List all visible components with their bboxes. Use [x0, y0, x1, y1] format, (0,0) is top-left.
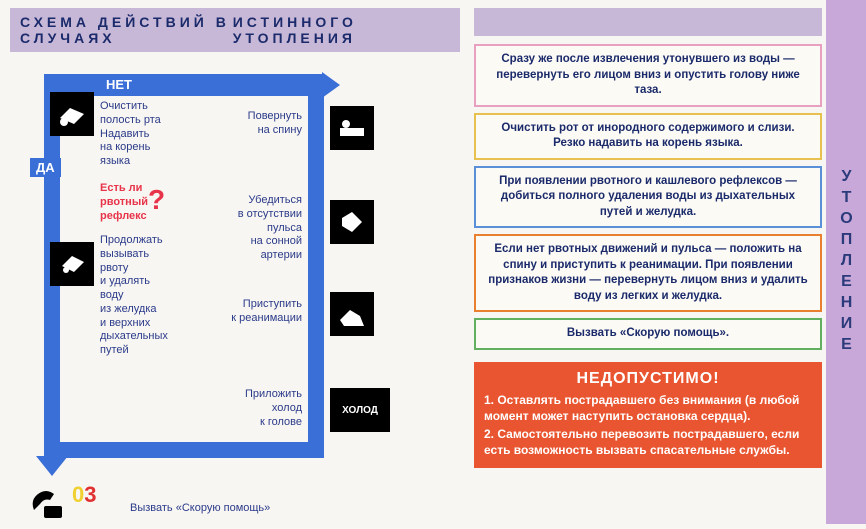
warning-box: НЕДОПУСТИМО! 1. Оставлять пострадавшего …: [474, 362, 822, 469]
holod-icon: ХОЛОД: [330, 388, 390, 432]
right-title-spacer: [474, 8, 822, 36]
arrow-right: [308, 74, 324, 454]
title-right: ИСТИННОГО УТОПЛЕНИЯ: [233, 14, 450, 46]
arrowhead-down: [36, 456, 68, 476]
step1-text: Очистить полость рта Надавить на корень …: [100, 100, 161, 169]
info-box-1: Очистить рот от инородного содержимого и…: [474, 113, 822, 160]
pulse-text: Убедиться в отсутствии пульса на сонной …: [228, 194, 302, 263]
flowchart-area: НЕТ ДА Очистить полость рта Надавить на …: [10, 62, 460, 522]
vomit-icon: [50, 242, 94, 286]
info-box-0: Сразу же после извлечения утонувшего из …: [474, 44, 822, 107]
no-label: НЕТ: [100, 75, 138, 94]
warning-title: НЕДОПУСТИМО!: [484, 370, 812, 388]
info-box-2: При появлении рвотного и кашлевого рефле…: [474, 166, 822, 229]
yes-label: ДА: [30, 158, 61, 177]
right-info-panel: Сразу же после извлечения утонувшего из …: [470, 0, 826, 524]
arrow-bottom: [44, 442, 324, 458]
call-text: Вызвать «Скорую помощь»: [130, 502, 270, 516]
question-mark-icon: ?: [148, 184, 165, 216]
holod-label: ХОЛОД: [342, 405, 378, 416]
turn-back-icon: [330, 106, 374, 150]
infographic-container: СХЕМА ДЕЙСТВИЙ В СЛУЧАЯХ ИСТИННОГО УТОПЛ…: [0, 0, 866, 524]
pulse-icon: [330, 200, 374, 244]
warn-item-1: 2. Самостоятельно перевозить пострадавше…: [484, 426, 812, 458]
side-tab: УТОПЛЕНИЕ: [826, 0, 866, 524]
reanim-icon: [330, 292, 374, 336]
emergency-number: 03: [72, 482, 97, 508]
info-box-4: Вызвать «Скорую помощь».: [474, 318, 822, 350]
warn-item-0: 1. Оставлять пострадавшего без внимания …: [484, 392, 812, 424]
left-flowchart-panel: СХЕМА ДЕЙСТВИЙ В СЛУЧАЯХ ИСТИННОГО УТОПЛ…: [0, 0, 470, 524]
title-bar: СХЕМА ДЕЙСТВИЙ В СЛУЧАЯХ ИСТИННОГО УТОПЛ…: [10, 8, 460, 52]
phone-icon: [24, 480, 68, 524]
info-boxes-container: Сразу же после извлечения утонувшего из …: [474, 44, 822, 356]
turn-back-text: Повернуть на спину: [228, 110, 302, 138]
reanim-text: Приступить к реанимации: [222, 298, 302, 326]
mouth-icon: [50, 92, 94, 136]
info-box-3: Если нет рвотных движений и пульса — пол…: [474, 234, 822, 312]
title-left: СХЕМА ДЕЙСТВИЙ В СЛУЧАЯХ: [20, 14, 233, 46]
cold-text: Приложить холод к голове: [228, 388, 302, 429]
step2-text: Продолжать вызывать рвоту и удалять воду…: [100, 234, 168, 358]
arrowhead-right: [322, 72, 340, 98]
question-text: Есть ли рвотный рефлекс: [100, 182, 148, 223]
